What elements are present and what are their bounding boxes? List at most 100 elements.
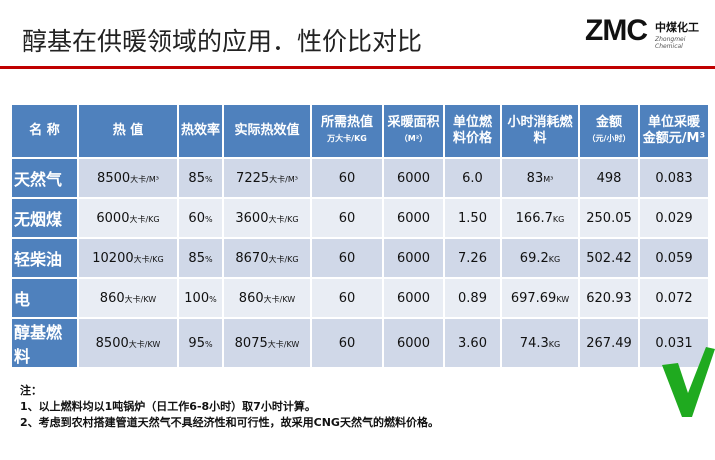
cell-value: 60 [188, 210, 205, 226]
logo: ZMC 中煤化工 Zhongmei Chemical [585, 14, 710, 54]
row-label: 天然气 [10, 157, 79, 199]
table-cell: 60 [310, 197, 384, 239]
cell-value: 74.3 [519, 335, 549, 351]
column-unit: （M²） [399, 134, 428, 143]
cell-value: 6000 [96, 210, 130, 226]
cell-value: 166.7 [515, 210, 553, 226]
column-label: 单位采暖金额元/M³ [642, 115, 706, 146]
column-label: 实际热效值 [234, 123, 300, 138]
table-cell: 74.3KG [500, 317, 580, 369]
table-cell: 85% [177, 237, 224, 279]
table-cell: 60 [310, 237, 384, 279]
table-cell: 267.49 [578, 317, 640, 369]
table-cell: 60 [310, 317, 384, 369]
table-cell: 6000 [382, 197, 445, 239]
table-cell: 166.7KG [500, 197, 580, 239]
table-cell: 0.031 [638, 317, 710, 369]
table-cell: 10200大卡/KG [77, 237, 179, 279]
logo-sub: Zhongmei Chemical [655, 36, 686, 50]
cell-value: 85 [188, 170, 205, 186]
column-header: 所需热值万大卡/KG [310, 103, 384, 159]
cell-value: 3600 [235, 210, 269, 226]
table-cell: 8500大卡/M³ [77, 157, 179, 199]
table-cell: 1.50 [443, 197, 502, 239]
table-cell: 8500大卡/KW [77, 317, 179, 369]
table-cell: 3.60 [443, 317, 502, 369]
cell-unit: % [204, 214, 213, 224]
cell-unit: 大卡/KW [267, 339, 300, 349]
column-label: 所需热值 [320, 115, 373, 130]
cell-unit: % [204, 254, 213, 264]
table-cell: 0.072 [638, 277, 710, 319]
column-header: 热效率 [177, 103, 224, 159]
cell-value: 8670 [235, 250, 269, 266]
table-cell: 8670大卡/KG [222, 237, 312, 279]
cell-unit: KG [548, 254, 561, 264]
table-cell: 60 [310, 277, 384, 319]
cell-value: 697.69 [510, 290, 557, 306]
cell-value: 100 [184, 290, 210, 306]
table-cell: 83M³ [500, 157, 580, 199]
row-label: 无烟煤 [10, 197, 79, 239]
cell-unit: % [204, 174, 213, 184]
cell-unit: 大卡/KG [133, 254, 164, 264]
column-header: 名 称 [10, 103, 79, 159]
note-line: 1、以上燃料均以1吨锅炉（日工作6-8小时）取7小时计算。 [20, 400, 316, 413]
table-cell: 6000 [382, 237, 445, 279]
table-row: 醇基燃料 8500大卡/KW 95% 8075大卡/KW 60 6000 3.60 74.3K… [10, 317, 710, 369]
table-cell: 6000大卡/KG [77, 197, 179, 239]
column-label: 小时消耗燃料 [507, 115, 573, 146]
table-row: 轻柴油 10200大卡/KG 85% 8670大卡/KG 60 6000 7.26 69.2K… [10, 237, 710, 279]
table-cell: 0.083 [638, 157, 710, 199]
title-rule [0, 66, 715, 69]
table-cell: 100% [177, 277, 224, 319]
note-line: 注： [20, 384, 42, 397]
cell-value: 95 [188, 335, 205, 351]
notes: 注： 1、以上燃料均以1吨锅炉（日工作6-8小时）取7小时计算。 2、考虑到农村搭建… [20, 383, 439, 431]
column-header: 小时消耗燃料 [500, 103, 580, 159]
table-row: 无烟煤 6000大卡/KG 60% 3600大卡/KG 60 6000 1.50 166.7K… [10, 197, 710, 239]
column-unit: 万大卡/KG [327, 134, 367, 143]
column-label: 金额 [595, 115, 622, 130]
cell-value: 10200 [92, 250, 134, 266]
cell-unit: 大卡/KW [263, 294, 296, 304]
table-cell: 860大卡/KW [222, 277, 312, 319]
row-label: 电 [10, 277, 79, 319]
cell-unit: KG [548, 339, 561, 349]
column-header: 热 值 [77, 103, 179, 159]
table-cell: 60% [177, 197, 224, 239]
column-label: 热效率 [181, 123, 221, 138]
note-line: 2、考虑到农村搭建管道天然气不具经济性和可行性，故采用CNG天然气的燃料价格。 [20, 416, 439, 429]
row-label: 醇基燃料 [10, 317, 79, 369]
cell-unit: % [204, 339, 213, 349]
cell-unit: 大卡/KG [129, 214, 160, 224]
column-header: 单位燃料价格 [443, 103, 502, 159]
table-cell: 7225大卡/M³ [222, 157, 312, 199]
cell-value: 8500 [97, 170, 131, 186]
column-label: 名 称 [29, 123, 60, 138]
table-cell: 6000 [382, 277, 445, 319]
cell-value: 860 [238, 290, 264, 306]
table-cell: 85% [177, 157, 224, 199]
column-header: 采暖面积 （M²） [382, 103, 445, 159]
cell-value: 69.2 [519, 250, 549, 266]
cell-value: 8500 [95, 335, 129, 351]
cell-unit: KW [556, 294, 570, 304]
table-cell: 498 [578, 157, 640, 199]
table-cell: 860大卡/KW [77, 277, 179, 319]
cell-unit: M³ [543, 174, 554, 184]
column-label: 采暖面积 [387, 115, 440, 130]
comparison-table: 名 称热 值热效率 实际热效值 所需热值 万大卡/KG 采暖面积 （M²） 单位燃料价格 小时… [10, 103, 710, 369]
logo-name: 中煤化工 [655, 21, 699, 34]
check-shape [662, 347, 715, 417]
cell-value: 7225 [236, 170, 270, 186]
table-cell: 0.89 [443, 277, 502, 319]
title: 醇基在供暖领域的应用．性价比对比 [22, 27, 423, 56]
column-label: 单位燃料价格 [452, 115, 492, 146]
table-cell: 60 [310, 157, 384, 199]
cell-unit: 大卡/KW [124, 294, 157, 304]
table-cell: 250.05 [578, 197, 640, 239]
cell-unit: 大卡/M³ [269, 174, 298, 184]
cell-unit: % [209, 294, 217, 304]
